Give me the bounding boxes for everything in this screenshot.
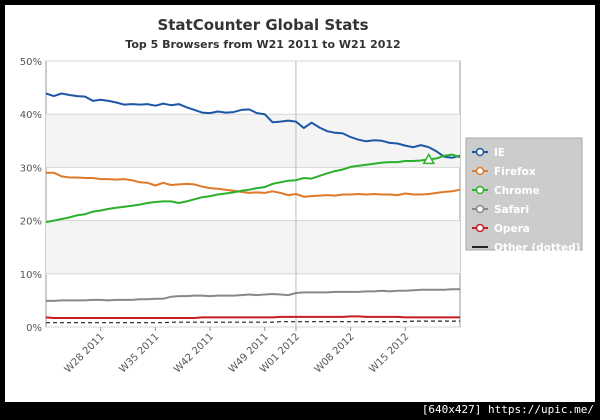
series-line-opera <box>45 315 460 319</box>
legend-marker-ie <box>475 147 485 157</box>
legend-marker-safari <box>475 204 485 214</box>
legend-marker-firefox <box>475 166 485 176</box>
x-tick-label: W42 2011 <box>172 331 216 375</box>
series-group <box>45 92 461 324</box>
chart-svg: StatCounter Global Stats Top 5 Browsers … <box>20 16 583 375</box>
legend-marker-chrome <box>475 185 485 195</box>
series-line-other-dotted <box>46 320 460 324</box>
legend-label-firefox: Firefox <box>494 166 536 178</box>
chart-frame: StatCounter Global Stats Top 5 Browsers … <box>5 5 595 402</box>
legend: IE Firefox Chrome Safari Opera Other (dotted) <box>465 137 583 254</box>
y-tick-label: 40% <box>20 110 42 121</box>
y-tick-label: 30% <box>20 163 42 174</box>
legend-label-chrome: Chrome <box>494 185 540 197</box>
footer-caption: [640x427] https://upic.me/ <box>421 403 594 416</box>
y-tick-label: 20% <box>20 217 42 228</box>
y-tick-label: 10% <box>20 270 42 281</box>
x-tick-label: W35 2011 <box>117 331 161 375</box>
legend-label-other-dotted: Other (dotted) <box>494 242 580 254</box>
series-line-safari <box>46 288 460 302</box>
y-axis: 0% 10% 20% 30% 40% 50% <box>20 57 42 334</box>
plot-band <box>46 220 460 274</box>
series-line-chrome <box>45 153 461 224</box>
y-tick-label: 50% <box>20 57 42 68</box>
chart-subtitle: Top 5 Browsers from W21 2011 to W21 2012 <box>125 38 400 51</box>
legend-label-safari: Safari <box>494 204 529 216</box>
legend-label-opera: Opera <box>494 223 530 235</box>
legend-label-ie: IE <box>494 147 505 159</box>
plot-band <box>46 114 460 168</box>
chart-title: StatCounter Global Stats <box>157 16 368 34</box>
series-line-firefox <box>46 171 461 198</box>
legend-marker-opera <box>475 223 485 233</box>
grid-lines <box>46 60 460 328</box>
x-tick-label: W08 2012 <box>313 331 357 375</box>
legend-box <box>465 137 583 251</box>
chrome-marker <box>422 152 436 165</box>
y-tick-label: 0% <box>26 323 42 334</box>
x-tick-label: W28 2011 <box>63 331 107 375</box>
x-tick-label: W15 2012 <box>367 331 411 375</box>
series-line-ie <box>45 92 461 159</box>
